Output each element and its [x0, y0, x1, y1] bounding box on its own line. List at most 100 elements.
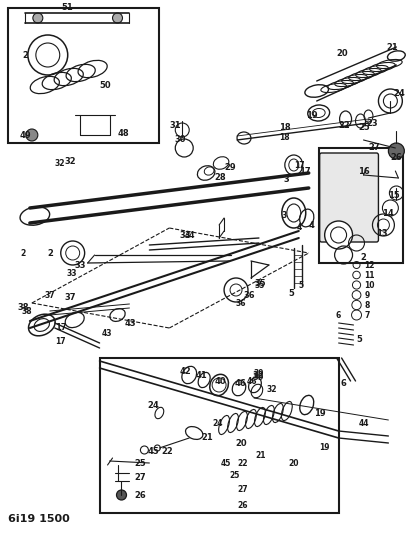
Text: 46: 46	[247, 376, 257, 385]
Text: 2: 2	[22, 51, 28, 60]
Text: 39: 39	[254, 368, 264, 377]
Text: 24: 24	[393, 88, 405, 98]
FancyBboxPatch shape	[320, 153, 379, 242]
Text: 21: 21	[201, 433, 213, 442]
Text: 42: 42	[179, 367, 191, 376]
Text: 38: 38	[22, 306, 33, 316]
Text: 9: 9	[364, 290, 370, 300]
Text: 28: 28	[214, 174, 226, 182]
Text: 22: 22	[339, 120, 350, 130]
Text: 27: 27	[237, 486, 248, 495]
Bar	[100, 358, 339, 513]
Text: 25: 25	[135, 458, 146, 467]
Text: 5: 5	[299, 280, 304, 289]
Circle shape	[33, 13, 43, 23]
Text: 33: 33	[75, 261, 86, 270]
Bar	[8, 8, 160, 143]
Text: 36: 36	[243, 290, 255, 300]
Text: 13: 13	[377, 229, 388, 238]
Text: 6i19 1500: 6i19 1500	[8, 514, 70, 524]
Text: 15: 15	[388, 191, 400, 200]
Text: 20: 20	[289, 458, 299, 467]
Text: 25: 25	[229, 472, 239, 481]
Text: 32: 32	[65, 157, 76, 166]
Text: 35: 35	[255, 280, 265, 289]
Text: 3: 3	[282, 211, 287, 220]
Text: 23: 23	[366, 118, 378, 127]
Text: 46: 46	[235, 378, 247, 387]
Text: 4: 4	[309, 221, 315, 230]
Text: 18: 18	[279, 133, 289, 142]
Text: 22: 22	[161, 447, 173, 456]
Circle shape	[26, 129, 38, 141]
Text: 30: 30	[174, 135, 186, 144]
Text: 21: 21	[386, 44, 398, 52]
Text: 34: 34	[179, 230, 191, 239]
Text: 43: 43	[102, 328, 112, 337]
Text: 24: 24	[212, 418, 223, 427]
Text: 34: 34	[184, 230, 195, 239]
Text: 33: 33	[67, 269, 77, 278]
Circle shape	[117, 490, 126, 500]
Text: 32: 32	[267, 385, 277, 394]
Text: 2: 2	[48, 248, 54, 257]
Text: 27: 27	[368, 143, 380, 152]
Text: 6: 6	[341, 378, 346, 387]
Text: 29: 29	[224, 164, 236, 173]
Text: 49: 49	[20, 132, 31, 141]
Text: 12: 12	[364, 261, 375, 270]
Text: 25: 25	[359, 123, 370, 132]
Text: 20: 20	[337, 49, 348, 58]
Text: 32: 32	[253, 370, 264, 379]
Text: 17: 17	[55, 324, 67, 333]
Text: 16: 16	[359, 166, 370, 175]
Text: 5: 5	[357, 335, 362, 344]
Text: 50: 50	[100, 80, 111, 90]
Text: 18: 18	[279, 124, 290, 133]
Text: 17: 17	[55, 336, 65, 345]
Text: 37: 37	[65, 294, 76, 303]
Text: 32: 32	[55, 158, 65, 167]
Text: 14: 14	[382, 208, 394, 217]
Text: 17: 17	[299, 166, 310, 175]
Text: 20: 20	[235, 439, 247, 448]
Text: 2: 2	[361, 253, 366, 262]
Text: 22: 22	[237, 458, 248, 467]
Text: 51: 51	[62, 4, 73, 12]
Text: 19: 19	[319, 443, 329, 453]
Circle shape	[113, 13, 122, 23]
Text: 2: 2	[20, 248, 25, 257]
Text: 8: 8	[364, 301, 370, 310]
Text: 6: 6	[336, 311, 341, 319]
Text: 26: 26	[237, 500, 248, 510]
Text: 27: 27	[135, 473, 146, 482]
Text: 36: 36	[235, 298, 246, 308]
Text: 37: 37	[45, 290, 55, 300]
Text: 31: 31	[169, 120, 181, 130]
Text: 35: 35	[255, 279, 266, 287]
Text: 41: 41	[195, 372, 207, 381]
Text: 26: 26	[135, 490, 146, 499]
Text: 11: 11	[364, 271, 375, 279]
Text: 4: 4	[297, 223, 302, 232]
Text: 19: 19	[306, 110, 317, 119]
Text: 3: 3	[284, 175, 290, 184]
Text: 39: 39	[253, 374, 264, 383]
Text: 21: 21	[255, 450, 266, 459]
Text: 26: 26	[390, 154, 402, 163]
Circle shape	[325, 221, 353, 249]
Bar	[319, 148, 404, 263]
Text: 5: 5	[289, 288, 295, 297]
Text: 17: 17	[294, 160, 304, 169]
Circle shape	[388, 143, 404, 159]
Text: 40: 40	[214, 376, 226, 385]
Text: 38: 38	[18, 303, 29, 312]
Text: 10: 10	[364, 280, 375, 289]
Text: 45: 45	[221, 458, 231, 467]
Text: 24: 24	[147, 400, 159, 409]
Text: 45: 45	[147, 447, 159, 456]
Text: 7: 7	[364, 311, 370, 319]
Text: 43: 43	[124, 319, 136, 327]
Text: 44: 44	[359, 418, 369, 427]
Text: 19: 19	[314, 408, 325, 417]
